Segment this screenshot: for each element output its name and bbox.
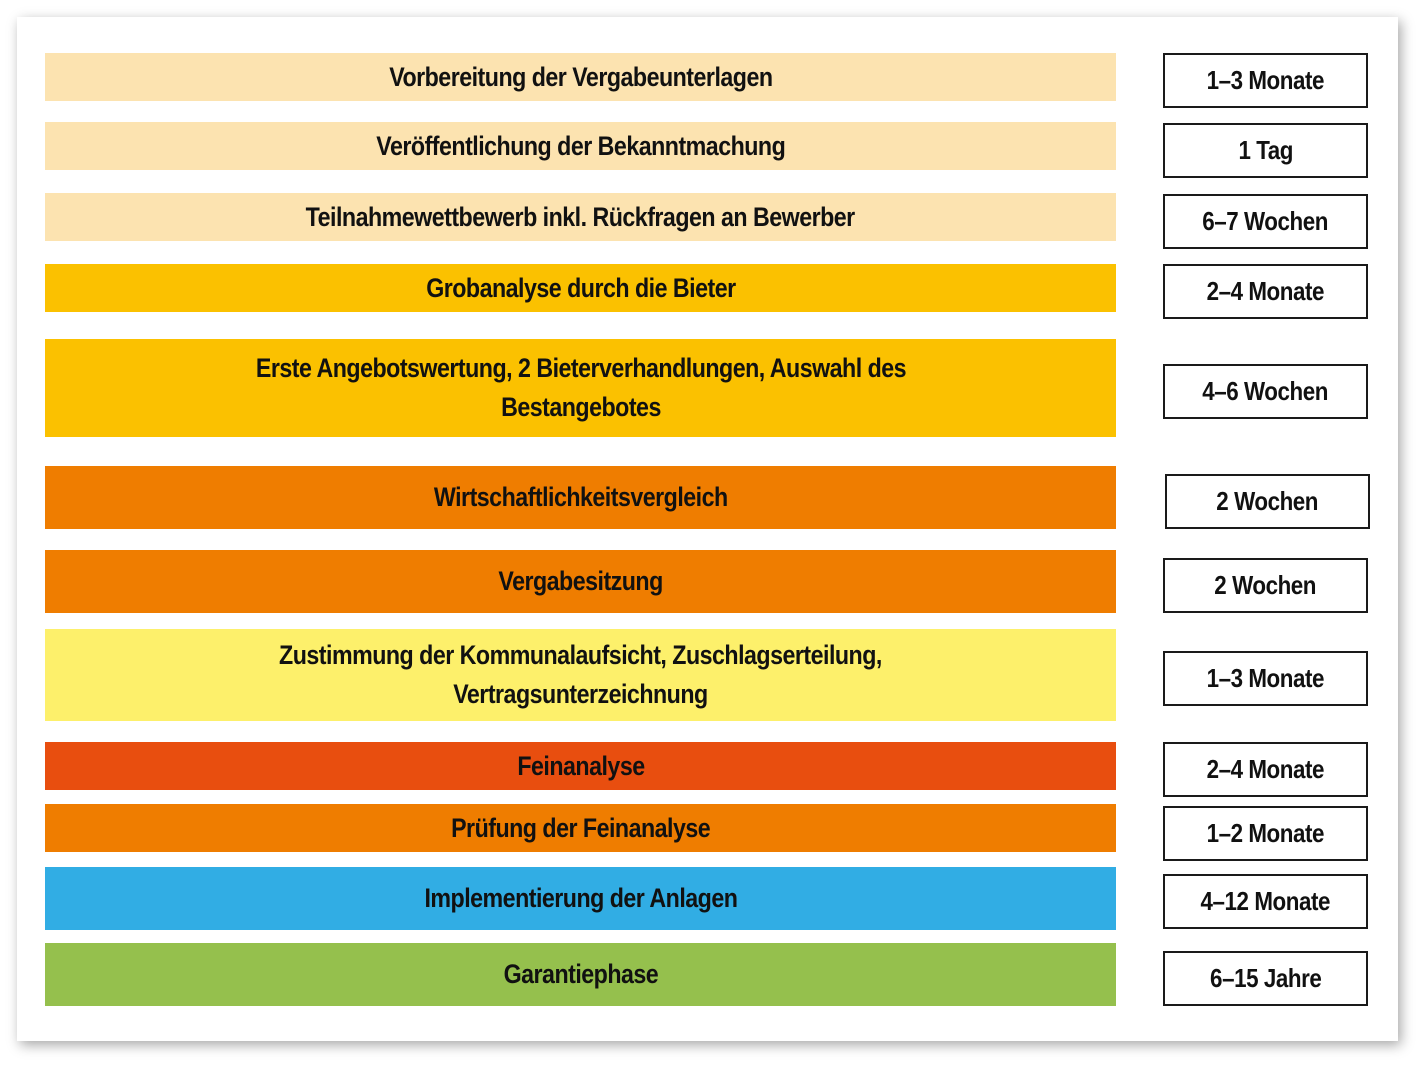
phase-bar-1: Vorbereitung der Vergabeunterlagen [45,53,1116,101]
duration-label-10: 1–2 Monate [1206,818,1325,848]
duration-label-6: 2 Wochen [1216,486,1319,516]
phase-label-1: Vorbereitung der Vergabeunterlagen [388,61,773,92]
duration-box-12: 6–15 Jahre [1163,951,1368,1006]
phase-bar-10: Prüfung der Feinanalyse [45,804,1116,852]
duration-label-4: 2–4 Monate [1206,276,1325,306]
duration-label-8: 1–3 Monate [1206,663,1325,693]
phase-label-9: Feinanalyse [516,750,645,781]
duration-label-5: 4–6 Wochen [1202,376,1329,406]
phase-bar-8: Zustimmung der Kommunalaufsicht, Zuschla… [45,629,1116,721]
phase-label-7: Vergabesitzung [498,566,663,596]
phase-label-11: Implementierung der Anlagen [424,883,737,913]
duration-label-12: 6–15 Jahre [1209,963,1322,993]
phase-bar-11: Implementierung der Anlagen [45,867,1116,930]
phase-label-3: Teilnahmewettbewerb inkl. Rückfragen an … [305,201,856,232]
phase-bar-3: Teilnahmewettbewerb inkl. Rückfragen an … [45,193,1116,241]
phase-label-12: Garantiephase [503,959,658,989]
duration-box-2: 1 Tag [1163,123,1368,178]
duration-label-3: 6–7 Wochen [1202,206,1329,236]
duration-box-11: 4–12 Monate [1163,874,1368,929]
phase-label-10: Prüfung der Feinanalyse [450,812,711,843]
duration-box-1: 1–3 Monate [1163,53,1368,108]
phase-label-8: Zustimmung der Kommunalaufsicht, Zuschla… [279,640,882,709]
phase-bar-6: Wirtschaftlichkeitsvergleich [45,466,1116,529]
phase-label-5: Erste Angebotswertung, 2 Bieterverhandlu… [255,353,906,422]
phase-label-6: Wirtschaftlichkeitsvergleich [433,482,728,512]
phase-bar-9: Feinanalyse [45,742,1116,790]
duration-label-1: 1–3 Monate [1206,65,1325,95]
duration-box-10: 1–2 Monate [1163,806,1368,861]
phase-label-4: Grobanalyse durch die Bieter [425,272,736,303]
duration-box-6: 2 Wochen [1165,474,1370,529]
duration-label-2: 1 Tag [1238,135,1293,165]
phase-bar-4: Grobanalyse durch die Bieter [45,264,1116,312]
phase-bar-7: Vergabesitzung [45,550,1116,613]
duration-label-7: 2 Wochen [1214,570,1317,600]
duration-box-8: 1–3 Monate [1163,651,1368,706]
duration-box-9: 2–4 Monate [1163,742,1368,797]
duration-box-7: 2 Wochen [1163,558,1368,613]
duration-box-4: 2–4 Monate [1163,264,1368,319]
duration-box-3: 6–7 Wochen [1163,194,1368,249]
phase-bar-12: Garantiephase [45,943,1116,1006]
duration-label-11: 4–12 Monate [1200,886,1331,916]
phase-bar-5: Erste Angebotswertung, 2 Bieterverhandlu… [45,339,1116,437]
phase-bar-2: Veröffentlichung der Bekanntmachung [45,122,1116,170]
phase-label-2: Veröffentlichung der Bekanntmachung [376,130,785,161]
duration-box-5: 4–6 Wochen [1163,364,1368,419]
duration-label-9: 2–4 Monate [1206,754,1325,784]
